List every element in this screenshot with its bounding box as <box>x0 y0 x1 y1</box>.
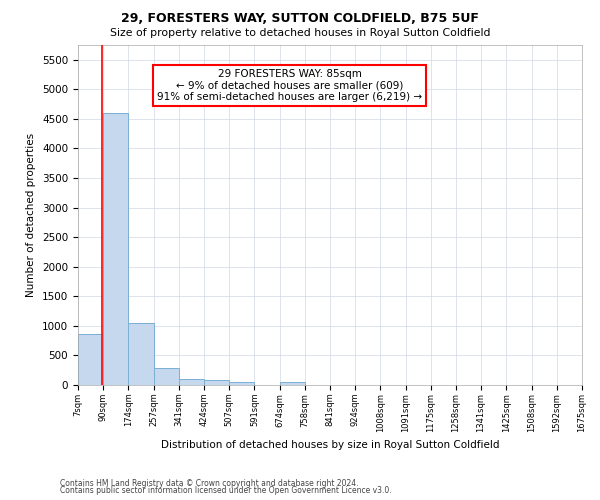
Bar <box>103 113 128 385</box>
Bar <box>280 382 305 385</box>
Text: Size of property relative to detached houses in Royal Sutton Coldfield: Size of property relative to detached ho… <box>110 28 490 38</box>
Bar <box>179 379 204 385</box>
Text: 29, FORESTERS WAY, SUTTON COLDFIELD, B75 5UF: 29, FORESTERS WAY, SUTTON COLDFIELD, B75… <box>121 12 479 26</box>
X-axis label: Distribution of detached houses by size in Royal Sutton Coldfield: Distribution of detached houses by size … <box>161 440 499 450</box>
Bar <box>128 323 154 385</box>
Text: 29 FORESTERS WAY: 85sqm
← 9% of detached houses are smaller (609)
91% of semi-de: 29 FORESTERS WAY: 85sqm ← 9% of detached… <box>157 69 422 102</box>
Bar <box>204 380 229 385</box>
Bar <box>229 382 254 385</box>
Bar <box>78 334 103 385</box>
Text: Contains HM Land Registry data © Crown copyright and database right 2024.: Contains HM Land Registry data © Crown c… <box>60 478 359 488</box>
Bar <box>154 368 179 385</box>
Text: Contains public sector information licensed under the Open Government Licence v3: Contains public sector information licen… <box>60 486 392 495</box>
Y-axis label: Number of detached properties: Number of detached properties <box>26 133 37 297</box>
